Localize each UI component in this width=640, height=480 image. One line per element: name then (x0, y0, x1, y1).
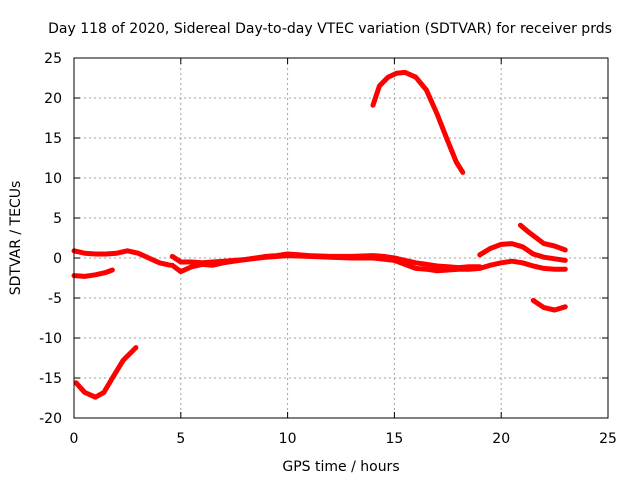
x-tick-label: 25 (599, 431, 617, 447)
series-track-2 (71, 267, 115, 279)
x-tick-label: 5 (176, 431, 185, 447)
series-track-5 (169, 253, 568, 274)
y-tick-label: 25 (44, 51, 62, 67)
y-axis-label: SDTVAR / TECUs (8, 181, 24, 296)
grid (74, 58, 608, 418)
y-tick-label: 5 (53, 211, 62, 227)
series-track-9 (530, 297, 568, 313)
axis-ticks: 0 5 10 15 20 25 -20 -15 -10 -5 0 5 10 15 20 25 (39, 51, 617, 447)
chart-title: Day 118 of 2020, Sidereal Day-to-day VTE… (48, 21, 612, 37)
series-track-8 (517, 222, 568, 253)
data-series (71, 69, 568, 400)
plot-frame (73, 57, 609, 419)
y-tick-label: 20 (44, 91, 62, 107)
y-tick-label: -20 (39, 411, 62, 427)
x-tick-label: 0 (70, 431, 79, 447)
x-tick-label: 10 (279, 431, 297, 447)
series-track-1 (73, 345, 139, 400)
series-track-6 (370, 69, 466, 175)
x-tick-label: 15 (385, 431, 403, 447)
x-tick-label: 20 (492, 431, 510, 447)
series-track-7 (477, 241, 568, 263)
y-tick-label: 10 (44, 171, 62, 187)
series-track-3 (71, 248, 173, 268)
x-axis-label: GPS time / hours (282, 459, 399, 475)
y-tick-label: 15 (44, 131, 62, 147)
y-tick-label: -15 (39, 371, 62, 387)
y-tick-label: -10 (39, 331, 62, 347)
y-tick-label: -5 (48, 291, 62, 307)
y-tick-label: 0 (53, 251, 62, 267)
